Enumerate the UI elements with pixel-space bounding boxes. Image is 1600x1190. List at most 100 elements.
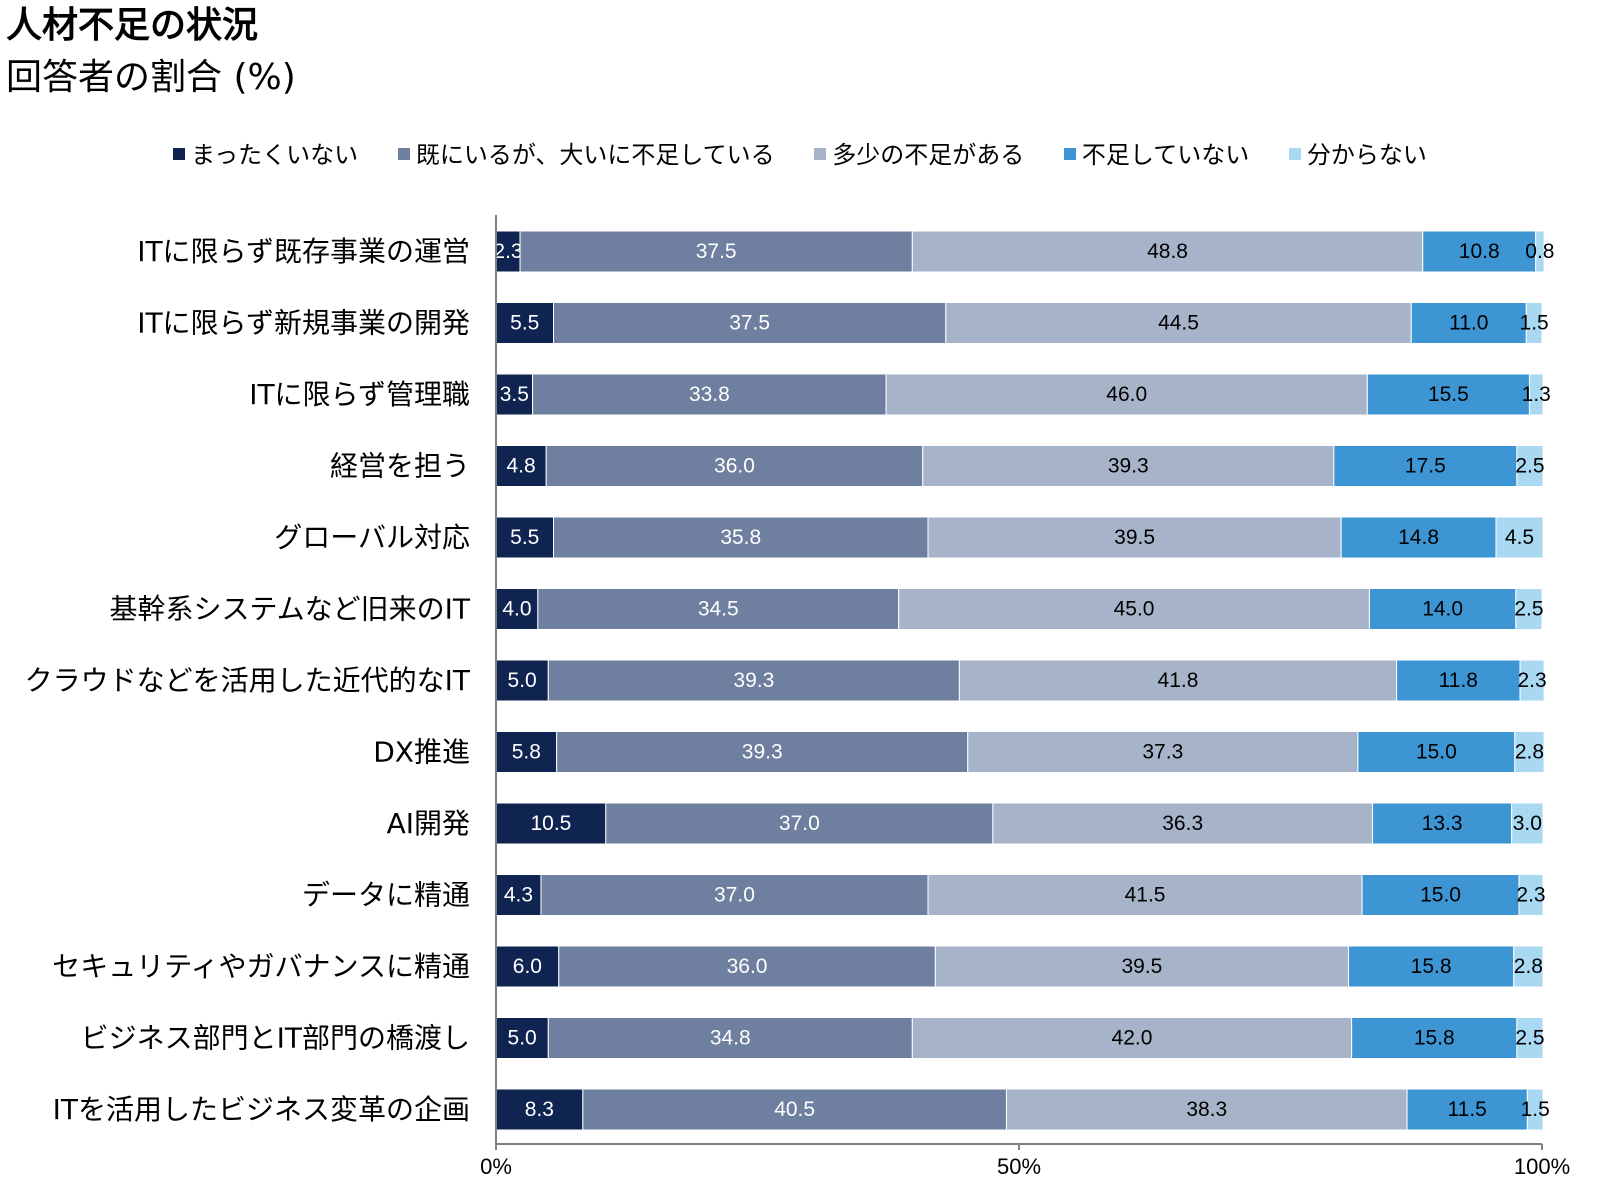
bar-segment: [898, 588, 1370, 630]
data-label: 1.5: [1521, 1098, 1550, 1121]
bar-segment: [1361, 874, 1520, 916]
category-label: ITを活用したビジネス変革の企画: [53, 1093, 470, 1126]
bar-segment: [495, 373, 534, 416]
legend-swatch: [1063, 148, 1076, 160]
data-label: 36.0: [714, 455, 755, 478]
data-label: 4.0: [502, 598, 531, 621]
category-label: 基幹系システムなど旧来のIT: [109, 593, 470, 626]
legend-item: 多少の不足がある: [814, 138, 1024, 172]
data-label: 34.8: [710, 1027, 751, 1050]
data-label: 39.5: [1121, 955, 1162, 978]
bar-segment: [945, 302, 1412, 344]
data-label: 38.3: [1186, 1098, 1227, 1121]
bar-segment: [558, 945, 936, 988]
bar-segment: [958, 659, 1398, 702]
bar-segment: [495, 230, 521, 273]
data-label: 37.5: [729, 312, 770, 335]
data-label: 5.0: [508, 1027, 537, 1050]
bar-segment: [1516, 445, 1544, 487]
legend-item: 分からない: [1288, 138, 1427, 172]
bar-segment: [547, 659, 960, 702]
bar-segment: [582, 1088, 1007, 1131]
data-label: 10.5: [530, 812, 571, 835]
chart-title: 人材不足の状況: [6, 5, 259, 46]
category-label: ビジネス部門とIT部門の橋渡し: [81, 1022, 470, 1055]
data-label: 36.0: [727, 955, 768, 978]
data-label: 39.5: [1114, 526, 1155, 549]
data-label: 4.5: [1505, 526, 1534, 549]
bar-segment: [992, 802, 1374, 845]
bar-segment: [545, 445, 924, 487]
bar-segment: [1516, 1017, 1544, 1059]
bar-segment: [495, 588, 539, 630]
category-label: セキュリティやガバナンスに精通: [52, 950, 470, 983]
bar-segment: [1495, 516, 1544, 559]
data-label: 44.5: [1158, 312, 1199, 335]
bar-segment: [540, 874, 929, 916]
data-label: 15.8: [1411, 955, 1452, 978]
legend-label: 分からない: [1306, 141, 1427, 169]
data-label: 5.5: [510, 526, 539, 549]
bar-segment: [547, 1017, 913, 1059]
data-label: 8.3: [525, 1098, 554, 1121]
data-label: 2.3: [1516, 884, 1545, 907]
category-label: ITに限らず既存事業の運営: [137, 235, 470, 268]
data-label: 15.0: [1420, 884, 1461, 907]
data-label: 13.3: [1422, 812, 1463, 835]
data-label: 37.0: [779, 812, 820, 835]
bar-segment: [967, 731, 1359, 773]
data-label: 39.3: [733, 669, 774, 692]
bar-segment: [1347, 945, 1515, 988]
category-label: ITに限らず新規事業の開発: [137, 307, 470, 340]
data-label: 1.5: [1520, 312, 1549, 335]
data-label: 15.0: [1416, 741, 1457, 764]
category-label: クラウドなどを活用した近代的なIT: [25, 664, 471, 697]
data-label: 41.8: [1158, 669, 1199, 692]
data-label: 4.3: [504, 884, 533, 907]
category-label: ITに限らず管理職: [249, 378, 470, 411]
bar-segment: [922, 445, 1335, 487]
data-label: 14.0: [1422, 598, 1463, 621]
bar-segment: [1406, 1088, 1528, 1131]
legend: まったくいない 既にいるが、大いに不足している 多少の不足がある 不足していない…: [0, 138, 1600, 172]
data-label: 2.8: [1515, 741, 1544, 764]
bar-segment: [885, 373, 1368, 416]
category-label: DX推進: [373, 736, 470, 769]
data-label: 45.0: [1114, 598, 1155, 621]
bar-segment: [1368, 588, 1517, 630]
bar-segment: [1357, 731, 1516, 773]
bar-segment: [495, 802, 607, 845]
data-label: 11.0: [1449, 312, 1488, 335]
bar-segment: [495, 302, 555, 344]
data-label: 3.0: [1513, 812, 1542, 835]
legend-label: まったくいない: [191, 141, 359, 169]
bar-segment: [553, 516, 929, 559]
data-label: 37.0: [714, 884, 755, 907]
bar-segment: [1340, 516, 1497, 559]
bar-segment: [1519, 659, 1545, 702]
data-label: 34.5: [698, 598, 739, 621]
data-label: 2.5: [1515, 455, 1544, 478]
bar-segment: [927, 874, 1363, 916]
bar-segment: [927, 516, 1342, 559]
data-label: 4.8: [507, 455, 536, 478]
data-label: 37.3: [1142, 741, 1183, 764]
category-label: グローバル対応: [274, 521, 470, 554]
x-tick-label: 0%: [480, 1154, 512, 1179]
legend-item: 不足していない: [1063, 138, 1249, 172]
data-label: 2.3: [493, 240, 522, 263]
bar-segment: [519, 230, 913, 273]
bar-segment: [495, 516, 555, 559]
legend-item: まったくいない: [173, 138, 358, 172]
data-label: 42.0: [1112, 1027, 1153, 1050]
bar-segment: [1518, 874, 1544, 916]
data-label: 11.5: [1448, 1098, 1487, 1121]
data-label: 17.5: [1405, 455, 1446, 478]
bar-segment: [911, 1017, 1353, 1059]
data-label: 39.3: [1108, 455, 1149, 478]
data-label: 2.3: [1517, 669, 1546, 692]
data-label: 40.5: [774, 1098, 815, 1121]
data-label: 2.8: [1514, 955, 1543, 978]
legend-swatch: [1288, 148, 1301, 160]
